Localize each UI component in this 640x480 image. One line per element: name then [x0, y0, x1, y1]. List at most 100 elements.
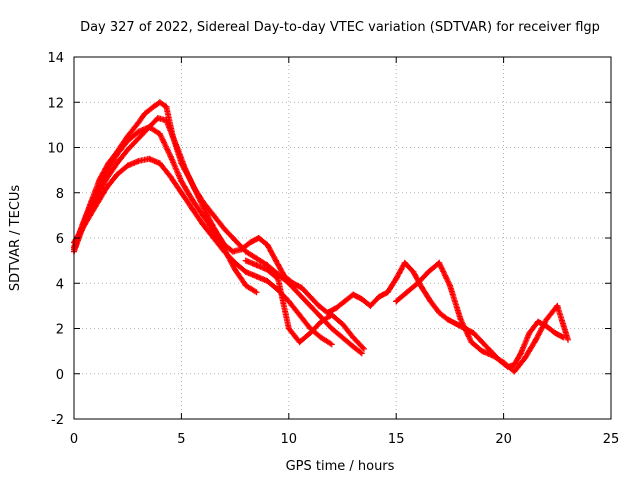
data-point: [264, 241, 271, 248]
data-point: [517, 350, 524, 357]
series-markers: [71, 124, 259, 295]
data-point: [232, 237, 239, 244]
data-point: [296, 291, 303, 298]
data-point: [229, 248, 236, 255]
data-point: [199, 221, 206, 228]
data-point: [339, 334, 346, 341]
data-point: [436, 309, 443, 316]
data-point: [232, 266, 239, 273]
data-point: [163, 103, 170, 110]
data-point: [113, 171, 120, 178]
data-point: [264, 266, 271, 273]
data-point: [247, 239, 254, 246]
x-tick-label: 25: [603, 432, 620, 447]
series-markers: [242, 257, 366, 351]
data-point: [272, 257, 279, 264]
y-tick-label: -2: [51, 413, 64, 428]
series-group: [71, 99, 572, 375]
data-point: [285, 325, 292, 332]
data-point: [135, 119, 142, 126]
data-point: [358, 296, 365, 303]
x-axis-label: GPS time / hours: [286, 459, 395, 474]
data-point: [189, 196, 196, 203]
data-point: [156, 99, 163, 106]
series-markers: [71, 99, 566, 370]
data-point: [150, 103, 157, 110]
y-tick-label: 0: [56, 368, 64, 383]
data-point: [489, 352, 496, 359]
data-point: [210, 212, 217, 219]
data-point: [178, 189, 185, 196]
data-point: [191, 185, 198, 192]
data-point: [264, 277, 271, 284]
data-point: [146, 155, 153, 162]
data-point: [124, 146, 131, 153]
series-track-e: [242, 257, 367, 352]
data-point: [393, 298, 400, 305]
series-track-c: [71, 155, 335, 348]
data-point: [255, 235, 262, 241]
data-point: [182, 167, 189, 174]
data-point: [534, 318, 541, 325]
data-point: [341, 298, 348, 305]
y-tick-label: 2: [56, 323, 64, 338]
data-point: [418, 284, 425, 291]
data-point: [307, 293, 314, 300]
data-point: [526, 330, 533, 337]
data-point: [522, 354, 529, 361]
data-point: [141, 110, 148, 117]
data-point: [307, 302, 314, 309]
data-point: [124, 162, 131, 169]
y-tick-label: 10: [47, 142, 64, 157]
data-point: [318, 318, 325, 325]
axis-ticks: 0 5 10 15 20 25 -2 0 2 4 6 8 10 12 14: [47, 51, 619, 447]
data-point: [275, 275, 282, 282]
series-markers: [71, 155, 334, 347]
data-point: [446, 282, 453, 289]
y-tick-label: 8: [56, 187, 64, 202]
data-point: [285, 280, 292, 287]
data-point: [470, 330, 477, 337]
data-point: [242, 257, 249, 264]
data-point: [479, 348, 486, 355]
data-point: [242, 268, 249, 275]
data-point: [410, 268, 417, 275]
data-point: [103, 169, 110, 176]
y-tick-label: 4: [56, 277, 64, 292]
data-point: [199, 212, 206, 219]
data-point: [403, 289, 410, 296]
data-point: [92, 203, 99, 210]
data-point: [444, 316, 451, 323]
series-track-a: [71, 99, 567, 370]
data-point: [328, 341, 335, 348]
data-point: [552, 330, 559, 337]
data-point: [221, 225, 228, 232]
data-point: [376, 293, 383, 300]
data-point: [296, 339, 303, 346]
data-point: [199, 198, 206, 205]
data-point: [113, 151, 120, 158]
y-tick-label: 6: [56, 232, 64, 247]
data-point: [328, 311, 335, 318]
data-point: [358, 350, 365, 357]
data-point: [167, 173, 174, 180]
data-point: [554, 302, 561, 309]
data-point: [81, 216, 88, 223]
data-point: [360, 345, 367, 352]
data-point: [253, 289, 260, 296]
x-tick-label: 15: [388, 432, 405, 447]
x-tick-label: 5: [177, 432, 185, 447]
data-point: [328, 325, 335, 332]
data-point: [414, 280, 421, 287]
data-point: [427, 298, 434, 305]
x-tick-label: 10: [281, 432, 298, 447]
data-point: [174, 144, 181, 151]
data-point: [103, 185, 110, 192]
data-point: [135, 128, 142, 135]
data-point: [500, 359, 507, 366]
data-point: [350, 291, 357, 298]
data-point: [307, 330, 314, 337]
grid-lines: [74, 57, 611, 419]
data-point: [479, 339, 486, 346]
data-point: [457, 316, 464, 323]
